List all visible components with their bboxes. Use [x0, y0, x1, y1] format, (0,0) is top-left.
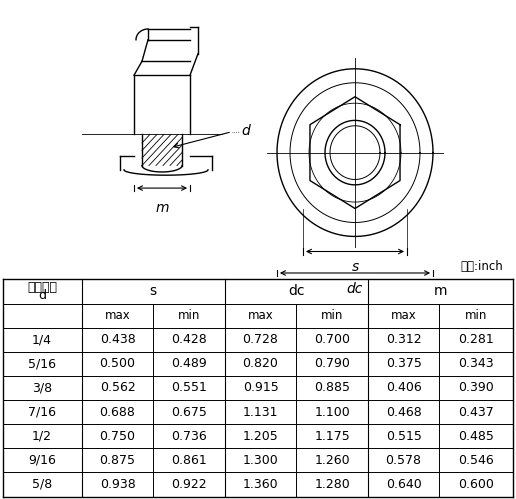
Text: dc: dc [347, 281, 363, 295]
Text: s: s [150, 284, 157, 298]
Text: 1.260: 1.260 [314, 454, 350, 467]
Text: 7/16: 7/16 [28, 406, 56, 419]
Text: 0.750: 0.750 [100, 430, 136, 443]
Text: 0.688: 0.688 [100, 406, 136, 419]
Text: min: min [465, 309, 488, 322]
Text: 0.281: 0.281 [459, 333, 494, 346]
Text: 0.578: 0.578 [385, 454, 422, 467]
Text: 0.861: 0.861 [171, 454, 207, 467]
Text: 0.700: 0.700 [314, 333, 350, 346]
Text: 公称直径: 公称直径 [27, 281, 57, 294]
Text: 5/8: 5/8 [32, 478, 52, 491]
Text: 0.468: 0.468 [386, 406, 422, 419]
Text: 0.489: 0.489 [171, 357, 207, 370]
Text: 1.360: 1.360 [243, 478, 278, 491]
Text: m: m [155, 201, 169, 215]
Text: 1/2: 1/2 [32, 430, 52, 443]
Text: 0.551: 0.551 [171, 381, 207, 395]
Text: 0.640: 0.640 [386, 478, 422, 491]
Text: 0.500: 0.500 [100, 357, 136, 370]
Text: 0.938: 0.938 [100, 478, 135, 491]
Text: 1.300: 1.300 [243, 454, 279, 467]
Text: 0.562: 0.562 [100, 381, 135, 395]
Text: 0.600: 0.600 [458, 478, 494, 491]
Text: 0.915: 0.915 [243, 381, 279, 395]
Text: max: max [248, 309, 273, 322]
Text: m: m [434, 284, 447, 298]
Text: s: s [351, 260, 359, 274]
Text: 9/16: 9/16 [28, 454, 56, 467]
Text: 0.885: 0.885 [314, 381, 350, 395]
Text: 0.312: 0.312 [386, 333, 422, 346]
Text: min: min [178, 309, 200, 322]
Text: 5/16: 5/16 [28, 357, 56, 370]
Text: 0.515: 0.515 [385, 430, 422, 443]
Text: 1.280: 1.280 [314, 478, 350, 491]
Text: 0.437: 0.437 [459, 406, 494, 419]
Text: 1.100: 1.100 [314, 406, 350, 419]
Text: 0.343: 0.343 [459, 357, 494, 370]
Text: 0.428: 0.428 [171, 333, 207, 346]
Text: 1.131: 1.131 [243, 406, 278, 419]
Text: 1.175: 1.175 [314, 430, 350, 443]
Text: max: max [391, 309, 416, 322]
Text: d: d [241, 124, 250, 138]
Text: 0.922: 0.922 [171, 478, 207, 491]
Text: 1.205: 1.205 [243, 430, 279, 443]
Text: max: max [105, 309, 131, 322]
Text: dc: dc [288, 284, 304, 298]
Text: 0.736: 0.736 [171, 430, 207, 443]
Text: 3/8: 3/8 [32, 381, 52, 395]
Text: 0.485: 0.485 [458, 430, 494, 443]
Text: 0.546: 0.546 [459, 454, 494, 467]
Text: 0.820: 0.820 [243, 357, 279, 370]
Text: 0.790: 0.790 [314, 357, 350, 370]
Text: 0.728: 0.728 [243, 333, 279, 346]
Text: min: min [321, 309, 343, 322]
Text: 1/4: 1/4 [32, 333, 52, 346]
Text: 0.875: 0.875 [100, 454, 136, 467]
Text: 0.406: 0.406 [386, 381, 422, 395]
Text: 单位:inch: 单位:inch [460, 260, 503, 273]
Text: 0.390: 0.390 [459, 381, 494, 395]
Text: 0.375: 0.375 [385, 357, 422, 370]
Text: d: d [38, 289, 46, 302]
Text: 0.675: 0.675 [171, 406, 207, 419]
Text: 0.438: 0.438 [100, 333, 135, 346]
